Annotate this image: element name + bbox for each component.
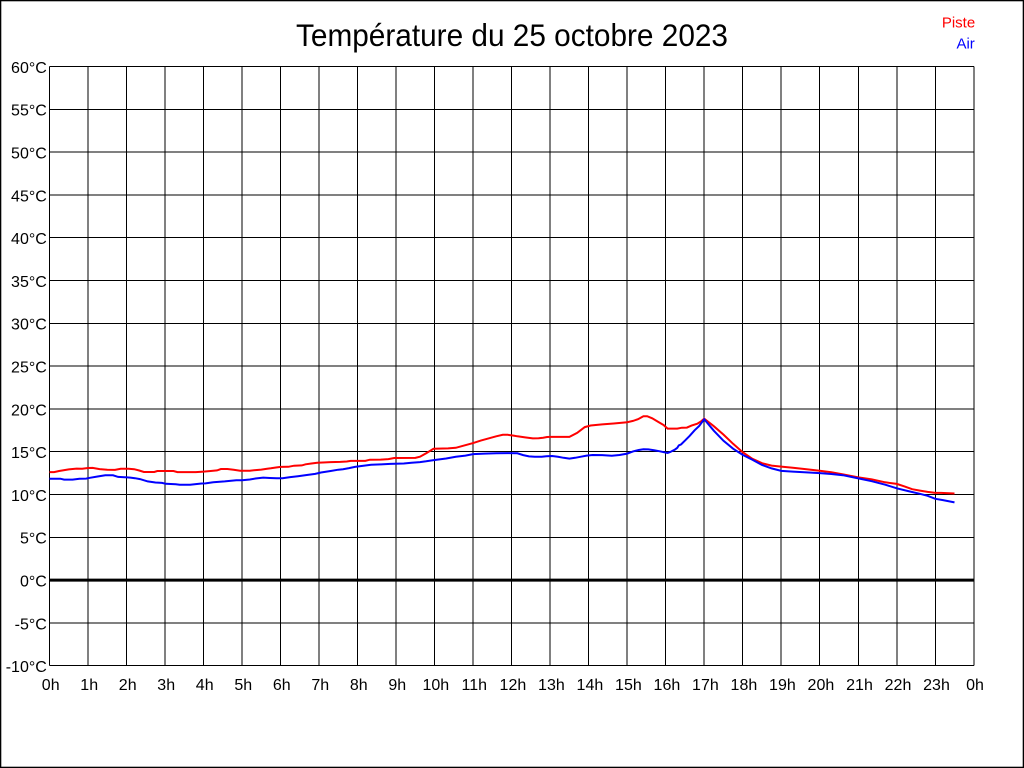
svg-text:35°C: 35°C bbox=[11, 274, 47, 291]
svg-text:2h: 2h bbox=[119, 677, 137, 694]
svg-text:19h: 19h bbox=[769, 677, 796, 694]
svg-text:20h: 20h bbox=[808, 677, 835, 694]
svg-text:50°C: 50°C bbox=[11, 146, 47, 163]
svg-text:10h: 10h bbox=[422, 677, 449, 694]
svg-text:0°C: 0°C bbox=[20, 574, 47, 591]
svg-text:-5°C: -5°C bbox=[15, 616, 47, 633]
svg-text:7h: 7h bbox=[311, 677, 329, 694]
svg-text:22h: 22h bbox=[885, 677, 912, 694]
svg-text:Température du 25 octobre 2023: Température du 25 octobre 2023 bbox=[296, 18, 728, 53]
svg-text:3h: 3h bbox=[157, 677, 175, 694]
svg-text:21h: 21h bbox=[846, 677, 873, 694]
svg-text:13h: 13h bbox=[538, 677, 565, 694]
svg-text:0h: 0h bbox=[966, 677, 984, 694]
svg-text:4h: 4h bbox=[196, 677, 214, 694]
svg-text:16h: 16h bbox=[654, 677, 681, 694]
svg-text:25°C: 25°C bbox=[11, 360, 47, 377]
svg-text:20°C: 20°C bbox=[11, 402, 47, 419]
svg-text:15h: 15h bbox=[615, 677, 642, 694]
svg-text:45°C: 45°C bbox=[11, 188, 47, 205]
svg-text:-10°C: -10°C bbox=[6, 659, 47, 676]
svg-text:6h: 6h bbox=[273, 677, 291, 694]
svg-text:14h: 14h bbox=[577, 677, 604, 694]
svg-text:60°C: 60°C bbox=[11, 60, 47, 77]
svg-text:0h: 0h bbox=[42, 677, 60, 694]
svg-text:9h: 9h bbox=[388, 677, 406, 694]
svg-text:17h: 17h bbox=[692, 677, 719, 694]
svg-text:18h: 18h bbox=[731, 677, 758, 694]
svg-text:55°C: 55°C bbox=[11, 103, 47, 120]
svg-text:23h: 23h bbox=[923, 677, 950, 694]
svg-text:5°C: 5°C bbox=[20, 531, 47, 548]
svg-text:40°C: 40°C bbox=[11, 231, 47, 248]
svg-text:Air: Air bbox=[956, 36, 974, 53]
svg-text:1h: 1h bbox=[80, 677, 98, 694]
svg-text:8h: 8h bbox=[350, 677, 368, 694]
svg-text:15°C: 15°C bbox=[11, 445, 47, 462]
svg-text:5h: 5h bbox=[234, 677, 252, 694]
svg-text:11h: 11h bbox=[462, 677, 488, 694]
svg-text:12h: 12h bbox=[500, 677, 527, 694]
svg-text:Piste: Piste bbox=[942, 14, 975, 31]
svg-text:30°C: 30°C bbox=[11, 317, 47, 334]
svg-text:10°C: 10°C bbox=[11, 488, 47, 505]
